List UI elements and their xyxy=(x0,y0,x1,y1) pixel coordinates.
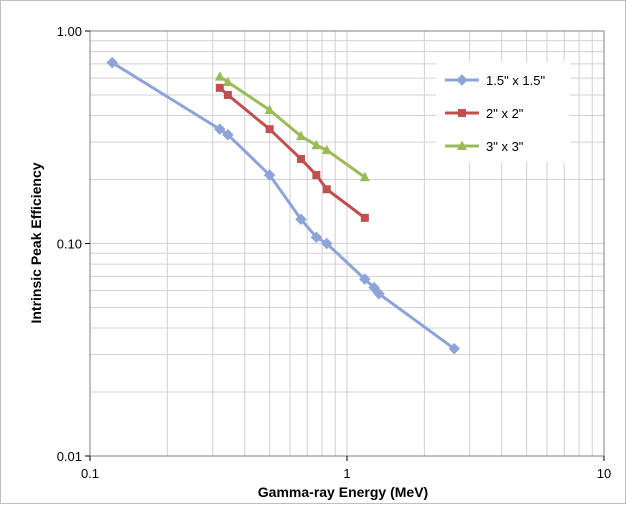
data-point xyxy=(214,71,225,81)
data-point xyxy=(358,273,371,285)
x-axis-title: Gamma-ray Energy (MeV) xyxy=(258,484,428,500)
data-point xyxy=(373,287,385,300)
data-point xyxy=(215,83,224,92)
legend-entry: 3" x 3" xyxy=(445,139,524,154)
legend-entry: 1.5" x 1.5" xyxy=(445,73,545,88)
data-point xyxy=(312,171,321,180)
legend-marker xyxy=(458,109,466,117)
x-tick-label: 10 xyxy=(597,466,611,481)
data-point xyxy=(448,342,461,355)
data-point xyxy=(359,171,370,182)
data-point xyxy=(263,169,276,181)
data-point xyxy=(311,139,322,150)
data-point xyxy=(360,213,369,222)
data-point xyxy=(321,144,332,155)
legend: 1.5" x 1.5" 2" x 2" 3" x 3" xyxy=(436,62,570,162)
data-point xyxy=(295,130,306,141)
data-point xyxy=(322,185,331,194)
legend-label: 3" x 3" xyxy=(486,139,524,154)
legend-label: 2" x 2" xyxy=(486,106,524,121)
series-3 xyxy=(214,71,370,182)
y-tick-label: 0.10 xyxy=(57,237,82,252)
data-point xyxy=(310,231,323,244)
x-tick-label: 0.1 xyxy=(81,466,99,481)
series-2 xyxy=(215,83,369,222)
legend-marker xyxy=(457,140,467,150)
data-point xyxy=(222,128,234,141)
data-point xyxy=(320,237,333,250)
data-point xyxy=(296,154,305,163)
data-point xyxy=(213,123,226,136)
y-axis-title: Intrinsic Peak Efficiency xyxy=(28,162,44,323)
data-point xyxy=(265,125,274,134)
axis-ticks: 0.1 1 10 0.01 0.10 1.00 xyxy=(57,24,612,481)
y-tick-label: 0.01 xyxy=(57,449,82,464)
series-layer xyxy=(106,56,461,355)
series-1 xyxy=(106,56,461,355)
data-point xyxy=(223,90,232,99)
y-tick-label: 1.00 xyxy=(57,24,82,39)
data-point xyxy=(264,104,275,114)
data-point xyxy=(106,56,119,69)
legend-marker xyxy=(456,74,468,86)
data-point xyxy=(222,76,233,87)
legend-label: 1.5" x 1.5" xyxy=(486,73,545,88)
legend-entry: 2" x 2" xyxy=(445,106,524,121)
data-point xyxy=(295,213,307,226)
x-tick-label: 1 xyxy=(343,466,350,481)
